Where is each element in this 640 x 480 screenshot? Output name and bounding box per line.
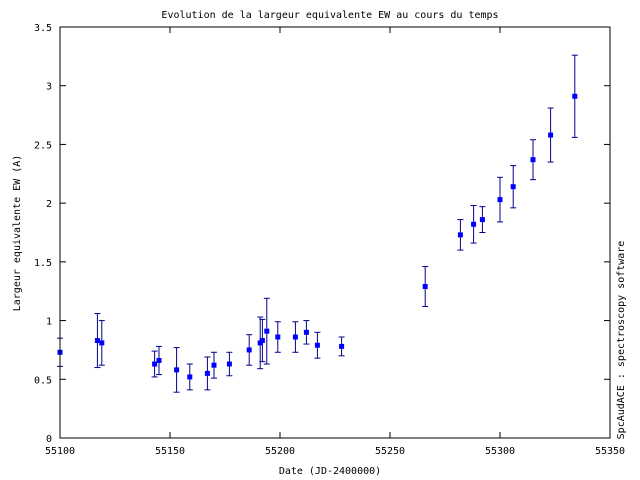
data-point xyxy=(422,284,428,290)
data-point xyxy=(457,232,463,238)
data-point xyxy=(339,343,345,349)
data-point xyxy=(292,334,298,340)
x-tick-label: 55200 xyxy=(265,446,295,457)
data-point xyxy=(264,328,270,334)
y-tick-label: 2.5 xyxy=(34,140,52,151)
data-point xyxy=(497,197,503,203)
data-point xyxy=(572,93,578,99)
data-point xyxy=(226,361,232,367)
data-point xyxy=(94,338,100,344)
data-point xyxy=(303,329,309,335)
data-point xyxy=(187,374,193,380)
y-tick-label: 0 xyxy=(46,434,52,445)
y-tick-label: 1 xyxy=(46,317,52,328)
x-tick-label: 55100 xyxy=(45,446,75,457)
data-point xyxy=(246,347,252,353)
y-tick-label: 2 xyxy=(46,199,52,210)
axis-ticks: 55100 55150 55200 55250 55300 55350 0 0.5 1 1.5 2 2… xyxy=(34,23,625,457)
y-axis-label: Largeur equivalente EW (A) xyxy=(12,155,23,312)
data-point xyxy=(259,338,265,344)
data-point xyxy=(548,132,554,138)
data-point xyxy=(471,221,477,227)
data-point xyxy=(314,342,320,348)
x-tick-label: 55150 xyxy=(155,446,185,457)
data-point xyxy=(530,157,536,163)
data-point xyxy=(156,357,162,363)
data-point xyxy=(152,361,158,367)
chart-title: Evolution de la largeur equivalente EW a… xyxy=(161,10,498,21)
data-point xyxy=(275,334,281,340)
y-tick-label: 3.5 xyxy=(34,23,52,34)
software-credit-label: SpcAudACE : spectroscopy software xyxy=(616,241,627,440)
x-tick-label: 55350 xyxy=(595,446,625,457)
data-point xyxy=(204,370,210,376)
x-axis-label: Date (JD-2400000) xyxy=(279,466,381,477)
data-point xyxy=(99,340,105,346)
y-tick-label: 3 xyxy=(46,82,52,93)
x-tick-label: 55300 xyxy=(485,446,515,457)
data-point xyxy=(479,217,485,223)
y-tick-label: 1.5 xyxy=(34,258,52,269)
x-tick-label: 55250 xyxy=(375,446,405,457)
data-point xyxy=(174,367,180,373)
plot-frame xyxy=(59,26,611,439)
y-tick-label: 0.5 xyxy=(34,375,52,386)
error-bars xyxy=(57,54,578,393)
data-point xyxy=(211,362,217,368)
data-point xyxy=(510,184,516,190)
